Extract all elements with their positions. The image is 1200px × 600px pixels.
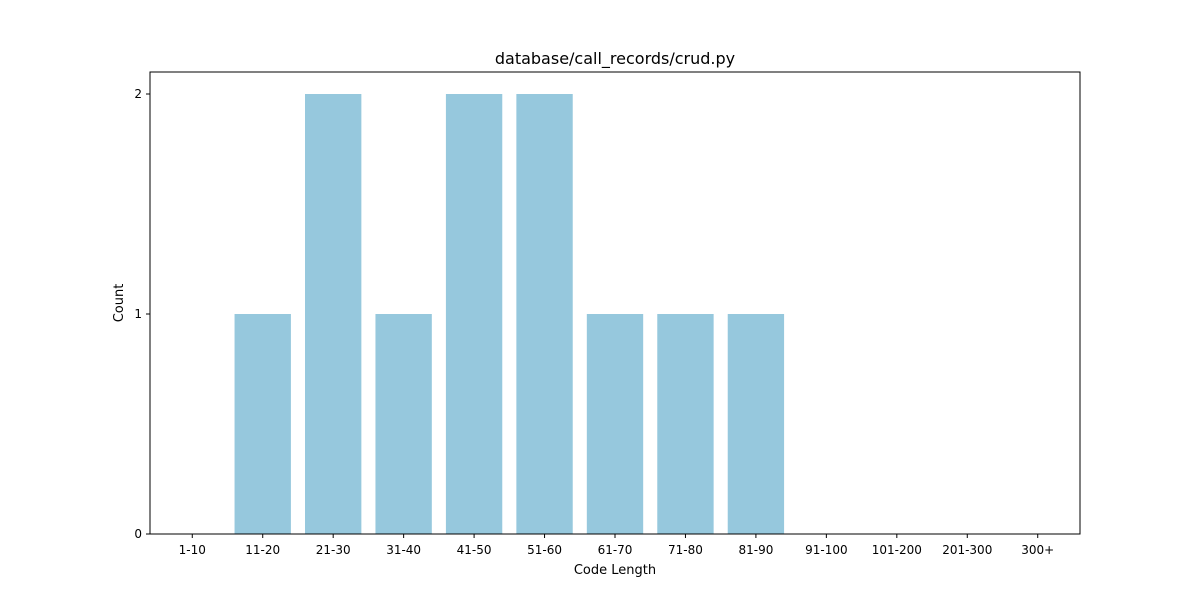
x-tick-label: 21-30: [316, 543, 351, 557]
y-tick-label: 1: [134, 307, 142, 321]
x-tick-label: 101-200: [872, 543, 922, 557]
x-tick-label: 11-20: [245, 543, 280, 557]
bar-81-90: [727, 314, 785, 534]
x-tick-label: 201-300: [942, 543, 992, 557]
bar-71-80: [657, 314, 714, 534]
y-tick-label: 2: [134, 87, 142, 101]
plot-frame: [149, 71, 1081, 535]
x-tick-label: 300+: [1021, 543, 1054, 557]
bar-21-30: [305, 94, 362, 534]
x-tick-label: 51-60: [527, 543, 562, 557]
x-axis-label: Code Length: [574, 563, 656, 578]
x-tick-label: 1-10: [179, 543, 206, 557]
bar-31-40: [375, 314, 432, 534]
x-tick-label: 81-90: [738, 543, 773, 557]
x-axis-ticks: 1-10 11-20 21-30 31-40 41-50 51-60 61-70 71-80 8…: [179, 534, 1054, 557]
chart-title: database/call_records/crud.py: [495, 49, 735, 69]
x-tick-label: 91-100: [805, 543, 848, 557]
x-tick-label: 71-80: [668, 543, 703, 557]
x-tick-label: 31-40: [386, 543, 421, 557]
x-tick-label: 41-50: [457, 543, 492, 557]
y-axis-ticks: 0 1 2: [134, 87, 150, 541]
y-tick-label: 0: [134, 527, 142, 541]
bar-61-70: [586, 314, 644, 534]
bar-51-60: [516, 94, 573, 534]
bar-41-50: [445, 94, 503, 534]
bar-11-20: [234, 314, 291, 534]
bars: [234, 94, 785, 534]
y-axis-label: Count: [112, 284, 127, 323]
x-tick-label: 61-70: [598, 543, 633, 557]
